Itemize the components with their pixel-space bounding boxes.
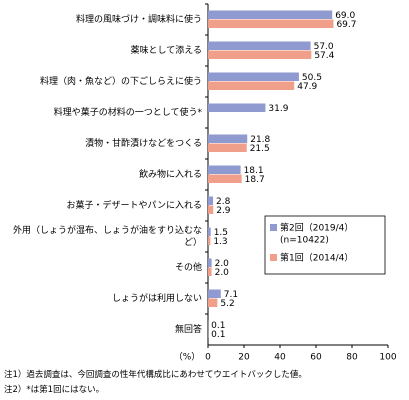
- x-tick-label: 80: [346, 353, 358, 363]
- value-label: 47.9: [297, 82, 317, 92]
- bar: [208, 298, 218, 307]
- category-label: お菓子・デザートやパンに入れる: [66, 200, 202, 211]
- legend-box: [264, 215, 386, 275]
- category-label: 無回答: [174, 324, 202, 335]
- value-label: 0.1: [211, 330, 225, 340]
- value-label: 57.0: [314, 42, 334, 52]
- note: 注1）過去調査は、今回調査の性年代構成比にあわせてウエイトバックした値。: [4, 370, 307, 380]
- bar: [208, 267, 212, 276]
- x-tick-label: 20: [238, 353, 250, 363]
- value-label: 69.7: [336, 20, 356, 30]
- legend-note: (n=10422): [280, 236, 329, 246]
- bar: [208, 236, 211, 245]
- legend-swatch: [270, 224, 277, 231]
- bar: [208, 143, 247, 152]
- legend-label: 第2回（2019/4）: [280, 222, 353, 234]
- value-label: 1.5: [214, 228, 228, 238]
- bar: [208, 289, 221, 298]
- value-label: 2.0: [215, 268, 230, 278]
- category-label: しょうがは利用しない: [111, 293, 202, 304]
- category-label: 料理の風味づけ・調味料に使う: [75, 14, 202, 25]
- bar: [208, 103, 266, 112]
- bar: [208, 81, 295, 90]
- value-label: 2.9: [216, 206, 231, 216]
- bar: [208, 134, 248, 143]
- bar: [208, 227, 211, 236]
- value-label: 21.8: [250, 135, 270, 145]
- x-axis-label: （%）: [174, 352, 201, 363]
- bar: [208, 41, 311, 50]
- legend-label: 第1回（2014/4）: [280, 252, 353, 264]
- value-label: 0.1: [211, 321, 225, 331]
- value-label: 2.0: [215, 259, 230, 269]
- value-label: 1.3: [213, 237, 227, 247]
- bar: [208, 165, 241, 174]
- category-label: 外用（しょうが湿布、しょうが油をすり込むなど）: [12, 225, 202, 248]
- x-tick-label: 100: [379, 353, 396, 363]
- bar: [208, 205, 214, 214]
- bar: [208, 50, 312, 59]
- value-label: 69.0: [335, 11, 355, 21]
- legend-swatch: [270, 254, 277, 261]
- bar: [208, 10, 333, 19]
- category-label: その他: [174, 262, 202, 273]
- bar: [208, 196, 214, 205]
- bar: [208, 258, 212, 267]
- x-tick-label: 60: [310, 353, 322, 363]
- value-label: 31.9: [268, 104, 288, 114]
- category-label: 料理や菓子の材料の一つとして使う*: [53, 107, 202, 118]
- note: 注2）*は第1回にはない。: [4, 385, 105, 395]
- bar: [208, 72, 299, 81]
- bar: [208, 174, 242, 183]
- category-label: 薬味として添える: [130, 45, 202, 56]
- x-tick-label: 40: [274, 353, 286, 363]
- value-label: 18.7: [245, 175, 265, 185]
- category-label: 飲み物に入れる: [138, 169, 202, 180]
- value-label: 18.1: [244, 166, 264, 176]
- x-tick-label: 0: [205, 353, 211, 363]
- value-label: 2.8: [216, 197, 231, 207]
- value-label: 57.4: [314, 51, 334, 61]
- category-label: 漬物・甘酢漬けなどをつくる: [85, 138, 202, 149]
- category-label: 料理（肉・魚など）の下ごしらえに使う: [39, 76, 202, 87]
- value-label: 5.2: [220, 299, 234, 309]
- value-label: 7.1: [224, 290, 238, 300]
- bar: [208, 19, 334, 28]
- value-label: 21.5: [250, 144, 270, 154]
- value-label: 50.5: [302, 73, 322, 83]
